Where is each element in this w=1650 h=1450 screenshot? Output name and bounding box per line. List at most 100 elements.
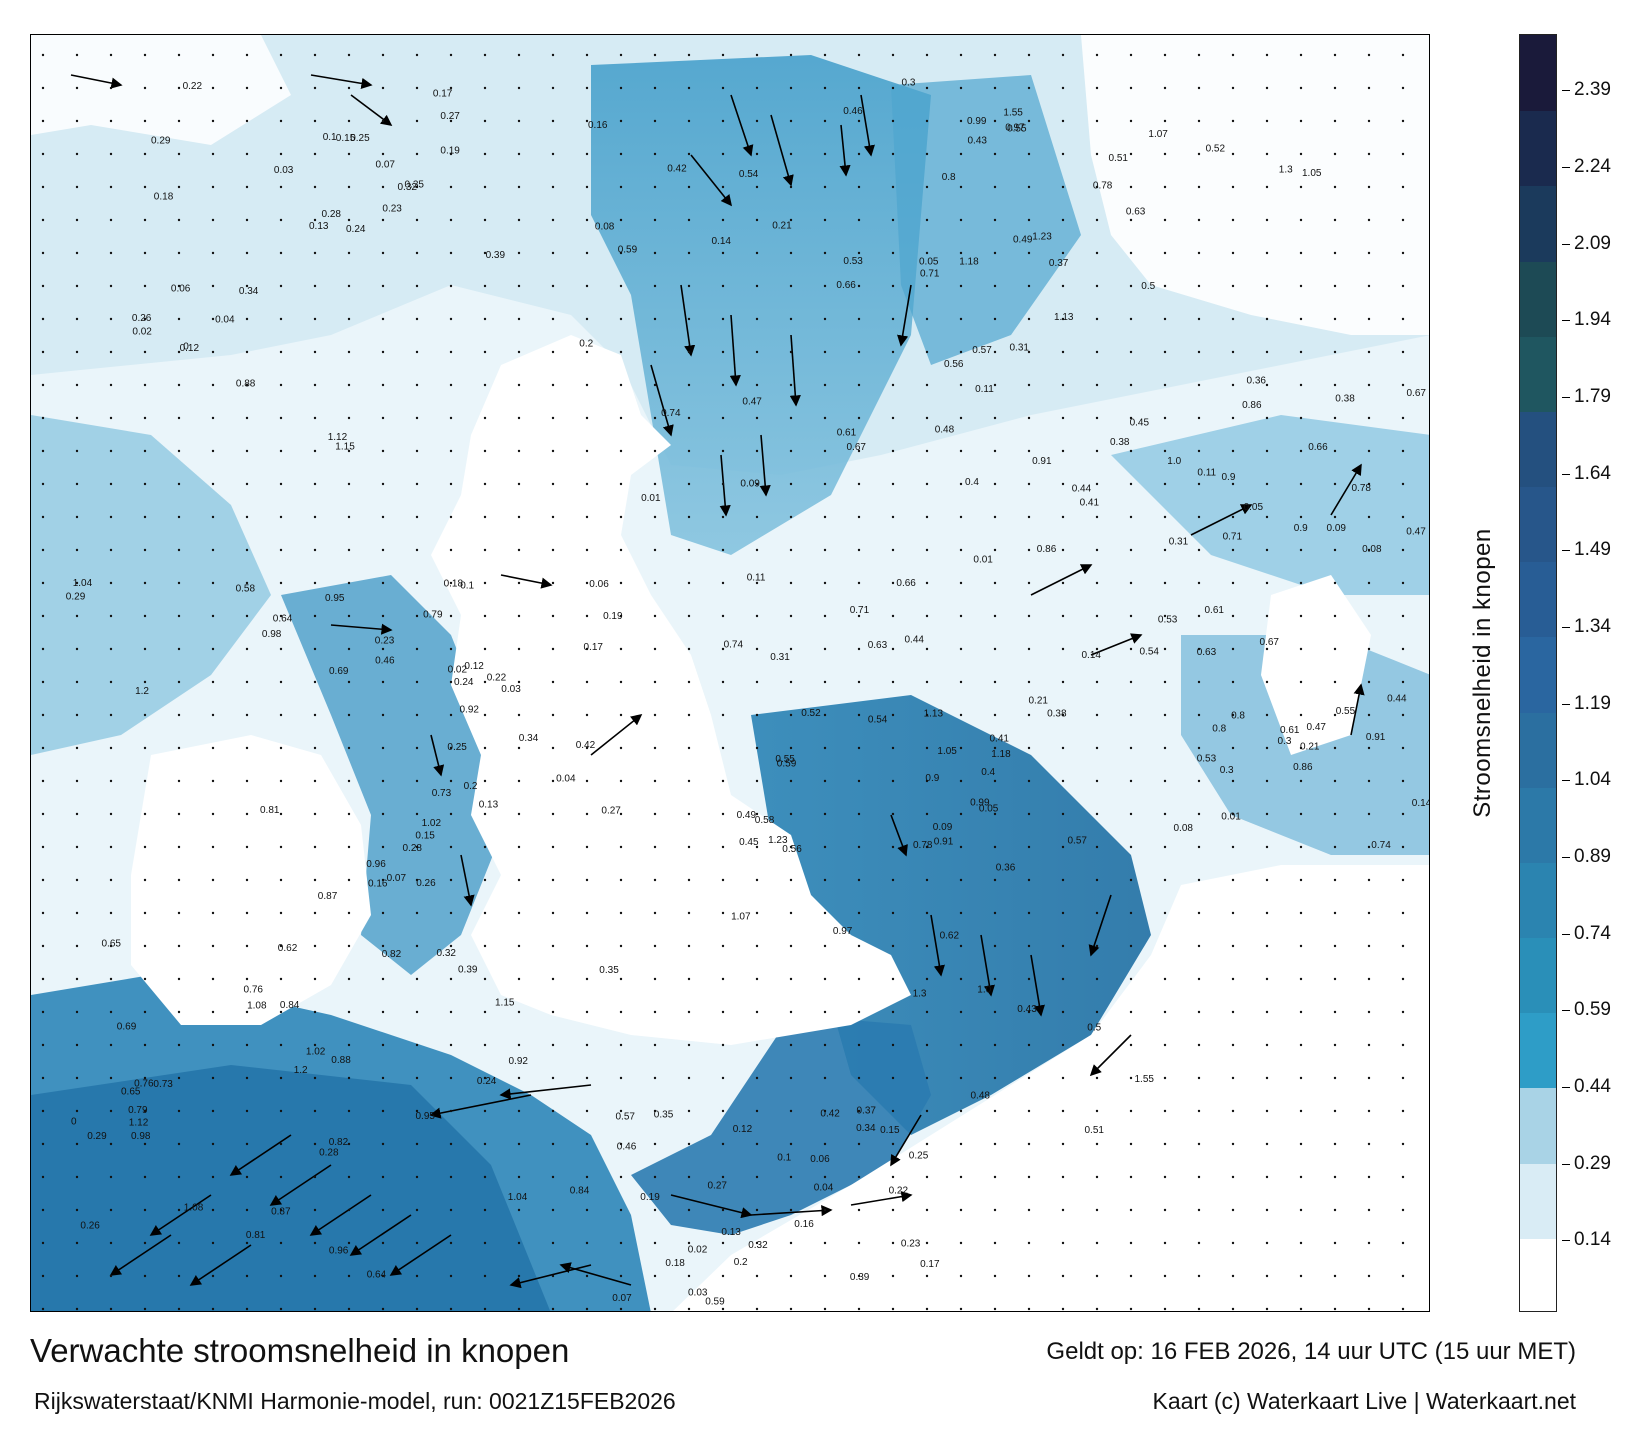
grid-dot	[1061, 548, 1065, 552]
grid-dot	[1333, 1010, 1337, 1014]
grid-dot	[551, 911, 555, 915]
grid-dot	[721, 119, 725, 123]
grid-dot	[41, 53, 45, 57]
grid-dot	[1163, 53, 1167, 57]
grid-dot	[789, 944, 793, 948]
grid-dot	[245, 548, 249, 552]
speed-value-label: 0.57	[972, 345, 992, 356]
grid-dot	[381, 152, 385, 156]
grid-dot	[823, 1043, 827, 1047]
grid-dot	[755, 812, 759, 816]
grid-dot	[789, 680, 793, 684]
grid-dot	[619, 515, 623, 519]
grid-dot	[517, 317, 521, 321]
grid-dot	[585, 449, 589, 453]
dover-strait	[631, 1015, 931, 1235]
grid-dot	[483, 416, 487, 420]
grid-dot	[279, 1109, 283, 1113]
grid-dot	[1163, 152, 1167, 156]
grid-dot	[245, 944, 249, 948]
grid-dot	[1333, 878, 1337, 882]
grid-dot	[823, 284, 827, 288]
grid-dot	[925, 218, 929, 222]
grid-dot	[993, 1274, 997, 1278]
grid-dot	[1265, 581, 1269, 585]
colorbar-tick	[1562, 780, 1570, 782]
grid-dot	[789, 416, 793, 420]
grid-dot	[959, 317, 963, 321]
grid-dot	[177, 812, 181, 816]
grid-dot	[551, 53, 555, 57]
grid-dot	[1095, 1208, 1099, 1212]
grid-dot	[143, 1208, 147, 1212]
grid-dot	[279, 845, 283, 849]
grid-dot	[177, 680, 181, 684]
grid-dot	[143, 746, 147, 750]
grid-dot	[517, 581, 521, 585]
colorbar-tick-label: 0.14	[1574, 1229, 1611, 1251]
grid-dot	[925, 680, 929, 684]
grid-dot	[313, 680, 317, 684]
colorbar-segment	[1520, 486, 1556, 563]
grid-dot	[1401, 350, 1405, 354]
grid-dot	[1333, 119, 1337, 123]
grid-dot	[1095, 581, 1099, 585]
grid-dot	[687, 746, 691, 750]
speed-value-label: 0.96	[366, 859, 386, 870]
colorbar-tick	[1562, 857, 1570, 859]
grid-dot	[1231, 1142, 1235, 1146]
grid-dot	[41, 614, 45, 618]
grid-dot	[1231, 350, 1235, 354]
grid-dot	[313, 1109, 317, 1113]
grid-dot	[1401, 383, 1405, 387]
grid-dot	[959, 53, 963, 57]
grid-dot	[1061, 944, 1065, 948]
grid-dot	[1027, 383, 1031, 387]
grid-dot	[891, 251, 895, 255]
grid-dot	[891, 944, 895, 948]
grid-dot	[687, 1241, 691, 1245]
grid-dot	[959, 152, 963, 156]
grid-dot	[1061, 614, 1065, 618]
grid-dot	[313, 581, 317, 585]
grid-dot	[415, 185, 419, 189]
grid-dot	[381, 218, 385, 222]
grid-dot	[279, 878, 283, 882]
grid-dot	[619, 845, 623, 849]
land-scandinavia	[1081, 35, 1429, 335]
grid-dot	[245, 1043, 249, 1047]
grid-dot	[823, 944, 827, 948]
grid-dot	[823, 1274, 827, 1278]
grid-dot	[143, 647, 147, 651]
grid-dot	[41, 1175, 45, 1179]
grid-dot	[551, 581, 555, 585]
grid-dot	[1027, 1274, 1031, 1278]
current-map[interactable]: 0.24 0.29 0.28 0.26 0.32 0.34 0.17 0.25 0.27 0.23…	[30, 34, 1430, 1312]
grid-dot	[143, 779, 147, 783]
grid-dot	[1197, 317, 1201, 321]
colorbar-tick-label: 2.09	[1574, 232, 1611, 254]
grid-dot	[721, 1109, 725, 1113]
grid-dot	[381, 251, 385, 255]
grid-dot	[483, 1241, 487, 1245]
grid-dot	[279, 185, 283, 189]
grid-dot	[381, 812, 385, 816]
grid-dot	[1163, 1241, 1167, 1245]
grid-dot	[551, 482, 555, 486]
grid-dot	[1027, 1043, 1031, 1047]
grid-dot	[721, 977, 725, 981]
grid-dot	[1163, 284, 1167, 288]
grid-dot	[925, 86, 929, 90]
grid-dot	[857, 1043, 861, 1047]
grid-dot	[993, 779, 997, 783]
grid-dot	[1231, 614, 1235, 618]
grid-dot	[1333, 284, 1337, 288]
grid-dot	[109, 449, 113, 453]
grid-dot	[823, 449, 827, 453]
grid-dot	[313, 86, 317, 90]
grid-dot	[449, 416, 453, 420]
grid-dot	[823, 1109, 827, 1113]
grid-dot	[585, 680, 589, 684]
grid-dot	[823, 746, 827, 750]
grid-dot	[1367, 350, 1371, 354]
